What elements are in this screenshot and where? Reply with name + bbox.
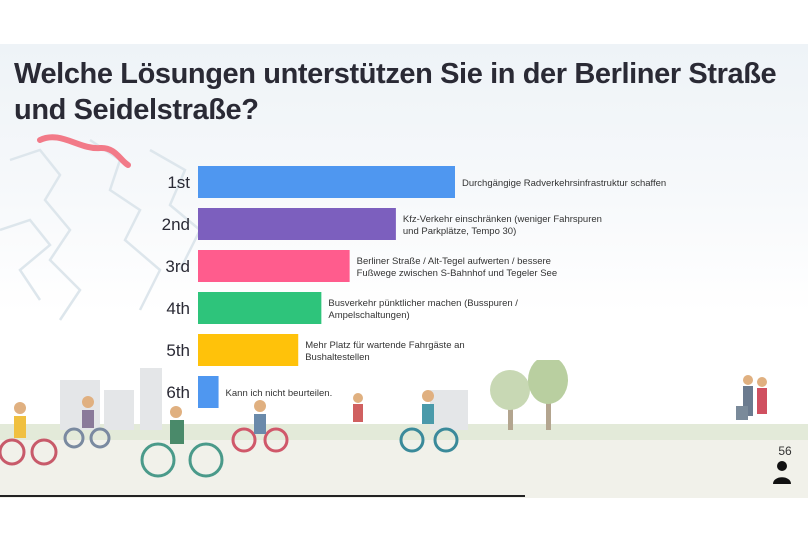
bar-label-line: und Parkplätze, Tempo 30) [403, 226, 516, 237]
rank-label: 3rd [165, 257, 190, 276]
bar-label-line: Kfz-Verkehr einschränken (weniger Fahrsp… [403, 214, 602, 225]
bar-label: Berliner Straße / Alt-Tegel aufwerten / … [357, 256, 558, 279]
ranking-bar-chart: 1st Durchgängige Radverkehrsinfrastruktur… [162, 166, 666, 408]
bar-label-line: Fußwege zwischen S-Bahnhof und Tegeler S… [357, 268, 558, 279]
bar [198, 250, 350, 282]
bar-label-line: Mehr Platz für wartende Fahrgäste an [305, 340, 464, 351]
bar-label: Kfz-Verkehr einschränken (weniger Fahrsp… [403, 214, 602, 237]
map-decoration [0, 134, 202, 321]
bar-label: Durchgängige Radverkehrsinfrastruktur sc… [462, 178, 666, 189]
rank-label: 6th [166, 383, 190, 402]
trees [490, 360, 568, 430]
bottom-rule [0, 495, 525, 497]
rank-label: 2nd [162, 215, 190, 234]
building-silhouettes [60, 368, 468, 430]
page-number: 56 [778, 444, 792, 458]
bar-label-line: Ampelschaltungen) [328, 310, 409, 321]
person-icon [773, 461, 791, 484]
bar-label: Busverkehr pünktlicher machen (Busspuren… [328, 298, 518, 321]
bar [198, 166, 455, 198]
bar [198, 376, 219, 408]
people [14, 375, 767, 444]
bar-label-line: Berliner Straße / Alt-Tegel aufwerten / … [357, 256, 551, 267]
cyclists [0, 427, 459, 478]
slide-background [0, 44, 808, 492]
rank-label: 5th [166, 341, 190, 360]
bar-label: Mehr Platz für wartende Fahrgäste an Bush… [305, 340, 464, 363]
bar [198, 292, 322, 324]
bar-label: Kann ich nicht beurteilen. [226, 388, 333, 399]
rank-label: 4th [166, 299, 190, 318]
street-illustration [0, 360, 808, 498]
bar-label-line: Kann ich nicht beurteilen. [226, 388, 333, 399]
bar-label-line: Bushaltestellen [305, 352, 369, 363]
bar [198, 208, 396, 240]
bar-label-line: Durchgängige Radverkehrsinfrastruktur sc… [462, 178, 666, 189]
bar-label-line: Busverkehr pünktlicher machen (Busspuren… [328, 298, 518, 309]
slide-title: Welche Lösungen unterstützen Sie in der … [14, 58, 777, 126]
bar [198, 334, 299, 366]
rank-label: 1st [167, 173, 190, 192]
